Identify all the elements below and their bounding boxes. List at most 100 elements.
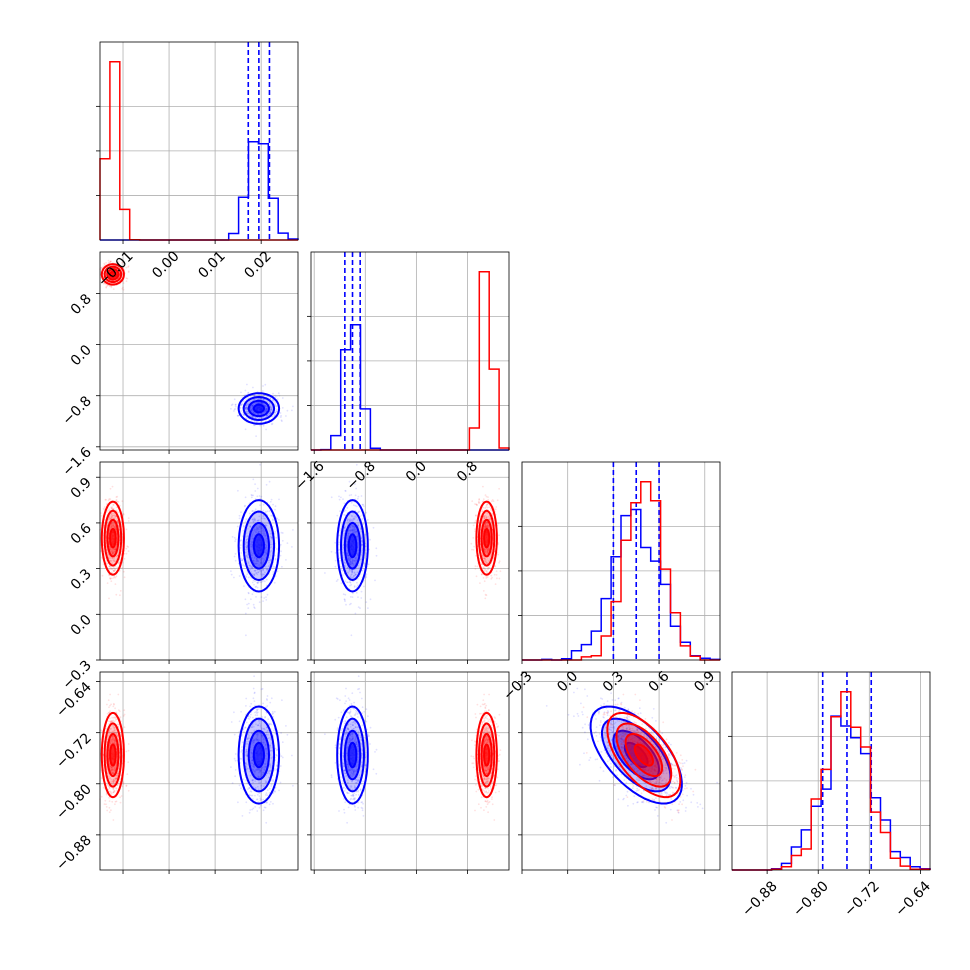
- scatter-point: [262, 424, 265, 427]
- scatter-point: [265, 407, 267, 410]
- scatter-point: [269, 411, 272, 414]
- scatter-point: [230, 407, 232, 410]
- scatter-point: [246, 573, 249, 576]
- scatter-point: [497, 553, 499, 556]
- scatter-point: [279, 416, 282, 418]
- scatter-point: [375, 554, 378, 557]
- scatter-point: [244, 407, 247, 409]
- scatter-point: [249, 809, 252, 811]
- scatter-point: [498, 487, 500, 490]
- scatter-point: [260, 495, 263, 498]
- scatter-point: [110, 567, 113, 570]
- scatter-point: [258, 601, 261, 603]
- scatter-point: [292, 529, 294, 531]
- scatter-point: [269, 412, 272, 414]
- scatter-point: [245, 518, 248, 520]
- scatter-point: [257, 413, 260, 415]
- scatter-point: [248, 811, 251, 814]
- scatter-point: [265, 821, 268, 824]
- scatter-point: [250, 415, 252, 418]
- scatter-point: [483, 570, 486, 572]
- scatter-point: [278, 789, 280, 792]
- scatter-point: [251, 581, 254, 584]
- contour-level-0: [252, 403, 265, 414]
- scatter-point: [342, 498, 344, 501]
- scatter-point: [274, 411, 277, 414]
- scatter-point: [125, 280, 128, 283]
- scatter-point: [233, 408, 236, 411]
- series-blue-2d-1-0: [230, 383, 294, 437]
- scatter-point: [475, 503, 478, 506]
- scatter-point: [247, 602, 250, 605]
- contour-level-0: [252, 533, 265, 559]
- scatter-point: [263, 398, 266, 401]
- scatter-point: [269, 411, 271, 414]
- scatter-point: [291, 754, 293, 757]
- scatter-point: [483, 567, 485, 569]
- scatter-point: [272, 503, 274, 506]
- scatter-point: [334, 565, 337, 568]
- scatter-point: [345, 603, 347, 606]
- scatter-point: [256, 421, 259, 423]
- scatter-point: [246, 603, 249, 606]
- scatter-point: [230, 721, 233, 723]
- scatter-point: [271, 422, 274, 425]
- scatter-point: [344, 509, 347, 512]
- scatter-point: [262, 702, 264, 705]
- scatter-point: [495, 506, 498, 508]
- scatter-point: [279, 765, 282, 767]
- scatter-point: [472, 524, 475, 527]
- scatter-point: [258, 495, 261, 497]
- scatter-point: [272, 392, 274, 395]
- scatter-point: [244, 496, 247, 499]
- scatter-point: [254, 490, 257, 492]
- scatter-point: [102, 507, 105, 510]
- scatter-point: [261, 402, 264, 405]
- scatter-point: [252, 386, 254, 389]
- scatter-point: [266, 414, 269, 417]
- scatter-point: [268, 787, 271, 790]
- scatter-point: [261, 402, 264, 404]
- scatter-point: [260, 596, 263, 598]
- scatter-point: [336, 514, 339, 517]
- scatter-point: [355, 505, 358, 508]
- scatter-point: [115, 593, 118, 596]
- scatter-point: [259, 424, 261, 427]
- scatter-point: [116, 495, 119, 498]
- scatter-point: [263, 411, 266, 414]
- scatter-point: [123, 557, 126, 560]
- scatter-point: [269, 722, 272, 725]
- scatter-point: [265, 410, 268, 412]
- scatter-point: [266, 408, 269, 411]
- scatter-point: [259, 402, 262, 405]
- scatter-point: [252, 404, 255, 407]
- scatter-point: [242, 778, 245, 780]
- scatter-point: [105, 261, 107, 264]
- scatter-point: [275, 769, 278, 772]
- scatter-point: [251, 808, 254, 811]
- scatter-point: [269, 409, 272, 412]
- scatter-point: [264, 383, 267, 386]
- scatter-point: [272, 399, 275, 402]
- scatter-point: [240, 559, 243, 562]
- scatter-point: [344, 600, 346, 602]
- scatter-point: [375, 547, 378, 550]
- scatter-point: [273, 566, 276, 568]
- scatter-point: [268, 803, 271, 806]
- scatter-point: [262, 503, 265, 506]
- scatter-point: [285, 415, 287, 417]
- scatter-point: [269, 409, 272, 411]
- scatter-point: [256, 714, 259, 717]
- scatter-point: [110, 508, 113, 510]
- scatter-point: [268, 480, 271, 483]
- scatter-point: [268, 412, 271, 415]
- scatter-point: [484, 597, 487, 600]
- scatter-point: [270, 779, 273, 781]
- scatter-point: [265, 428, 267, 431]
- scatter-point: [251, 410, 253, 413]
- scatter-point: [281, 565, 283, 568]
- scatter-point: [361, 569, 364, 572]
- scatter-point: [253, 395, 256, 397]
- scatter-point: [358, 510, 361, 513]
- scatter-point: [250, 790, 253, 793]
